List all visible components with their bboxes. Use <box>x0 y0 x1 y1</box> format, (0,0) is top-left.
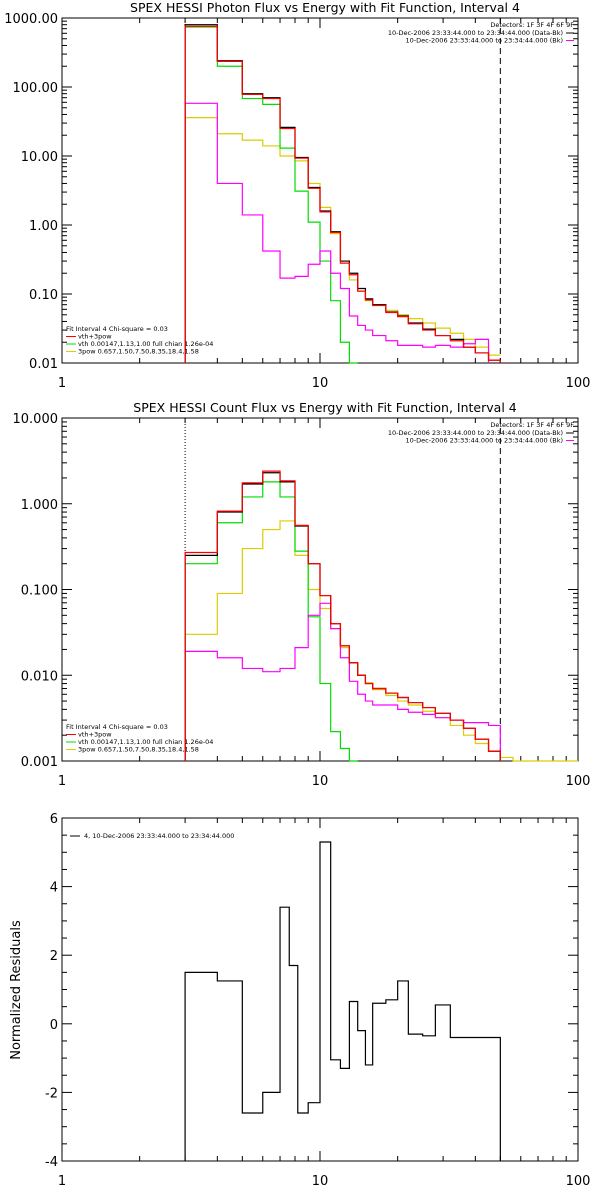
detector-label: Detectors: 1F 3F 4F 6F 9F <box>490 421 574 429</box>
series-line <box>184 472 501 761</box>
series-legend: 4, 10-Dec-2006 23:33:44.000 to 23:34:44.… <box>70 832 234 840</box>
legend-label: 10-Dec-2006 23:33:44.000 to 23:34:44.000… <box>406 37 564 45</box>
y-tick-label: 0.001 <box>21 755 58 770</box>
series-line <box>184 26 358 364</box>
chart-title: SPEX HESSI Photon Flux vs Energy with Fi… <box>130 0 520 15</box>
y-tick-label: 10.000 <box>13 412 59 427</box>
residuals-chart: Normalized Residuals 1 10 100 -4 -2 0 2 4 6 4, 1… <box>9 812 590 1189</box>
x-tick-label: 1 <box>58 1174 66 1189</box>
series-line <box>184 841 501 1161</box>
y-axis-label: Normalized Residuals <box>9 920 24 1060</box>
y-tick-label: 1.00 <box>29 219 58 234</box>
x-tick-label: 1 <box>58 774 66 789</box>
x-tick-label: 10 <box>312 376 329 391</box>
reference-lines <box>184 418 501 761</box>
legend-label: 3pow 0.657,1.50,7.50,8.35,18.4,1.58 <box>78 348 199 356</box>
y-tick-label: 1000.00 <box>4 12 58 27</box>
series-group <box>184 841 501 1161</box>
y-tick-label: 10.00 <box>21 150 58 165</box>
x-tick-label: 10 <box>312 1174 329 1189</box>
fit-legend: Fit Interval 4 Chi-square = 0.03vth+3pow… <box>66 325 213 356</box>
x-tick-label: 100 <box>566 1174 591 1189</box>
chart-title: SPEX HESSI Count Flux vs Energy with Fit… <box>133 400 516 415</box>
y-tick-label: 0.10 <box>29 288 58 303</box>
y-tick-label: 6 <box>50 812 58 827</box>
x-tick-label: 100 <box>566 774 591 789</box>
y-tick-label: 0.010 <box>21 669 58 684</box>
series-line <box>184 102 490 363</box>
series-line <box>184 602 501 761</box>
y-tick-label: 4 <box>50 881 58 896</box>
series-line <box>184 25 501 363</box>
detector-label: Detectors: 1F 3F 4F 6F 9F <box>490 21 574 29</box>
series-group <box>184 470 578 762</box>
series-line <box>184 481 358 762</box>
photon-flux-chart: SPEX HESSI Photon Flux vs Energy with Fi… <box>4 0 590 391</box>
series-group <box>184 24 501 364</box>
legend-label: Fit Interval 4 Chi-square = 0.03 <box>66 325 168 333</box>
y-tick-label: 0.01 <box>29 357 58 372</box>
legend-label: 4, 10-Dec-2006 23:33:44.000 to 23:34:44.… <box>84 832 234 840</box>
legend-label: vth+3pow <box>78 333 112 341</box>
legend-label: Fit Interval 4 Chi-square = 0.03 <box>66 723 168 731</box>
legend-label: vth 0.00147,1.13,1.00 full chian 1.26e-0… <box>78 738 213 746</box>
series-line <box>184 117 501 363</box>
y-tick-label: 1.000 <box>21 498 58 513</box>
y-tick-label: 2 <box>50 949 58 964</box>
legend-label: 10-Dec-2006 23:33:44.000 to 23:34:44.000… <box>406 437 564 445</box>
legend-label: vth 0.00147,1.13,1.00 full chian 1.26e-0… <box>78 340 213 348</box>
fit-legend: Fit Interval 4 Chi-square = 0.03vth+3pow… <box>66 723 213 754</box>
count-flux-chart: SPEX HESSI Count Flux vs Energy with Fit… <box>13 400 591 789</box>
x-tick-label: 100 <box>566 376 591 391</box>
y-tick-label: 0.100 <box>21 584 58 599</box>
axis-ticks: 1 10 100 0.001 0.010 0.100 1.000 10.000 <box>13 412 591 789</box>
series-line <box>184 520 578 762</box>
y-tick-label: -2 <box>45 1086 58 1101</box>
y-tick-label: -4 <box>45 1155 58 1170</box>
y-tick-label: 0 <box>50 1018 58 1033</box>
y-tick-label: 100.00 <box>13 81 59 96</box>
x-tick-label: 10 <box>312 774 329 789</box>
legend-label: 10-Dec-2006 23:33:44.000 to 23:34:44.000… <box>388 429 563 437</box>
legend-label: 10-Dec-2006 23:33:44.000 to 23:34:44.000… <box>388 29 563 37</box>
legend-label: vth+3pow <box>78 731 112 739</box>
series-line <box>184 470 501 761</box>
axis-ticks: 1 10 100 0.01 0.10 1.00 10.00 100.00 1000.00 <box>4 12 590 391</box>
axis-ticks: 1 10 100 -4 -2 0 2 4 6 <box>45 812 590 1189</box>
series-line <box>184 24 501 363</box>
x-tick-label: 1 <box>58 376 66 391</box>
reference-lines <box>184 18 501 363</box>
legend-label: 3pow 0.657,1.50,7.50,8.35,18.4,1.58 <box>78 746 199 754</box>
